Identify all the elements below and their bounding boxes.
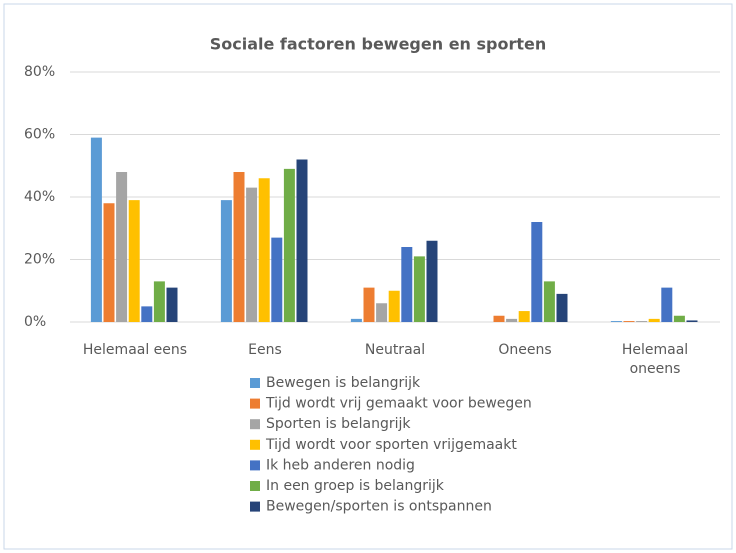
legend-label: Tijd wordt vrij gemaakt voor bewegen	[265, 396, 532, 412]
legend-label: Bewegen is belangrijk	[266, 375, 421, 391]
legend-swatch	[250, 460, 260, 471]
legend-label: Sporten is belangrijk	[266, 416, 411, 432]
bar	[506, 318, 518, 322]
bar	[493, 315, 505, 322]
bar	[220, 200, 232, 322]
bar	[686, 320, 698, 322]
bar	[636, 321, 648, 322]
bar	[413, 256, 425, 322]
y-tick-label: 80%	[24, 64, 55, 80]
bar	[518, 311, 530, 322]
y-tick-label: 60%	[24, 127, 55, 143]
bar	[103, 203, 115, 322]
bar	[673, 315, 685, 322]
bar	[623, 321, 635, 322]
x-tick-label: Helemaal oneens	[621, 342, 689, 377]
bar	[543, 281, 555, 322]
bar	[610, 321, 622, 322]
x-tick-label: Eens	[248, 342, 282, 358]
bar	[271, 237, 283, 322]
legend-swatch	[250, 481, 260, 491]
chart-title: Sociale factoren bewegen en sporten	[210, 35, 547, 54]
bar	[556, 293, 568, 322]
bar	[661, 287, 673, 322]
bar	[128, 200, 140, 322]
bar	[246, 187, 258, 322]
bar	[166, 287, 178, 322]
legend-label: Tijd wordt voor sporten vrijgemaakt	[265, 437, 517, 453]
legend-swatch	[250, 378, 260, 388]
bar	[283, 168, 295, 322]
bar	[363, 287, 375, 322]
bar	[648, 318, 660, 322]
bar	[296, 159, 308, 322]
bar	[350, 318, 362, 322]
x-tick-label: Helemaal eens	[82, 342, 188, 358]
legend-swatch	[250, 398, 260, 409]
bar	[233, 172, 245, 322]
y-tick-label: 0%	[24, 314, 46, 330]
bar	[401, 247, 413, 322]
bar	[116, 172, 128, 322]
x-tick-label: Neutraal	[364, 342, 426, 358]
bar	[388, 290, 400, 322]
legend-swatch	[250, 419, 260, 430]
bar	[531, 222, 543, 322]
legend-label: Bewegen/sporten is ontspannen	[266, 499, 492, 515]
bar	[153, 281, 165, 322]
legend-label: Ik heb anderen nodig	[266, 457, 415, 473]
x-tick-label: Oneens	[498, 342, 552, 358]
legend-swatch	[250, 501, 260, 512]
legend-swatch	[250, 439, 260, 450]
bar	[141, 306, 153, 322]
bar	[426, 240, 438, 322]
bar	[258, 178, 270, 322]
legend-label: In een groep is belangrijk	[266, 478, 445, 494]
y-tick-label: 40%	[24, 189, 55, 205]
bar	[376, 303, 388, 322]
y-tick-label: 20%	[24, 252, 55, 268]
bar	[90, 137, 102, 322]
